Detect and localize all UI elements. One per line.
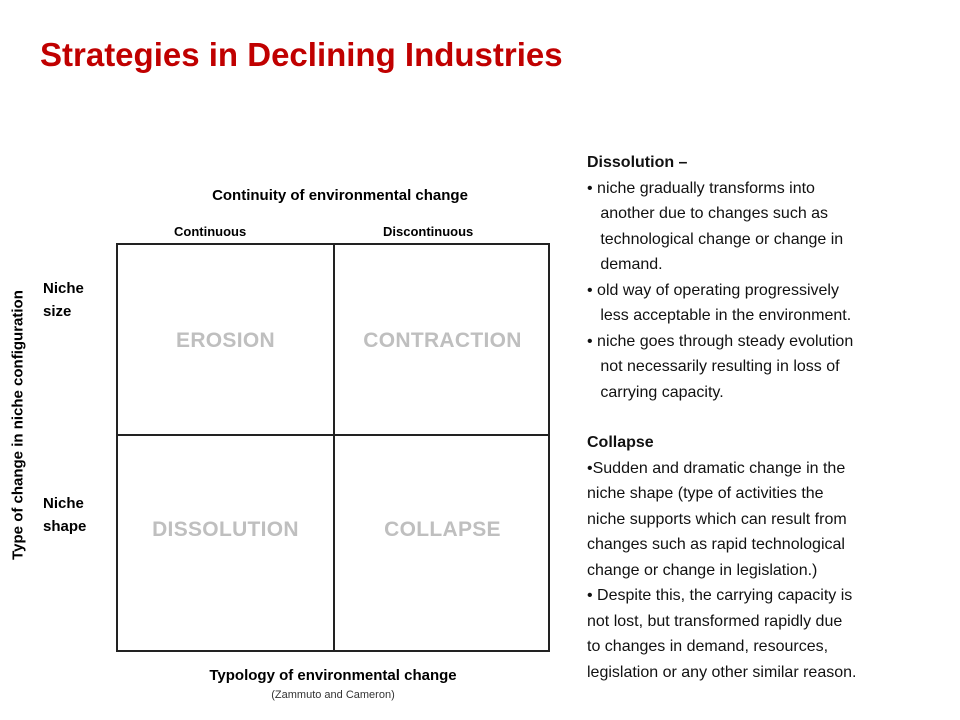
collapse-bullet: • Despite this, the carrying capacity is…: [587, 587, 857, 681]
column-label-discontinuous: Discontinuous: [383, 224, 474, 239]
explanation-panel: Dissolution – • niche gradually transfor…: [587, 150, 959, 685]
grid-vertical-divider: [333, 245, 335, 650]
matrix-grid: EROSION CONTRACTION DISSOLUTION COLLAPSE: [116, 243, 550, 652]
bottom-axis-title: Typology of environmental change: [209, 667, 457, 684]
row-label-niche-size: Niche size: [43, 280, 84, 320]
spacer: [587, 405, 959, 430]
cell-dissolution: DISSOLUTION: [152, 518, 299, 541]
dissolution-bullet: • niche gradually transforms into anothe…: [587, 179, 844, 274]
grid-horizontal-divider: [118, 434, 548, 436]
dissolution-bullet: • old way of operating progressively les…: [587, 281, 852, 325]
row-label-niche-shape: Niche shape: [43, 495, 87, 535]
collapse-heading: Collapse: [587, 434, 654, 451]
collapse-bullet: •Sudden and dramatic change in the niche…: [587, 459, 847, 579]
cell-contraction: CONTRACTION: [363, 329, 522, 352]
cell-erosion: EROSION: [176, 329, 275, 352]
column-label-continuous: Continuous: [174, 224, 247, 239]
dissolution-heading: Dissolution –: [587, 154, 688, 171]
top-axis-title: Continuity of environmental change: [212, 187, 468, 204]
cell-collapse: COLLAPSE: [384, 518, 501, 541]
left-axis-title: Type of change in niche configuration: [9, 290, 27, 560]
source-citation: (Zammuto and Cameron): [271, 689, 395, 701]
dissolution-bullet: • niche goes through steady evolution no…: [587, 332, 854, 401]
page-title: Strategies in Declining Industries: [40, 36, 563, 73]
